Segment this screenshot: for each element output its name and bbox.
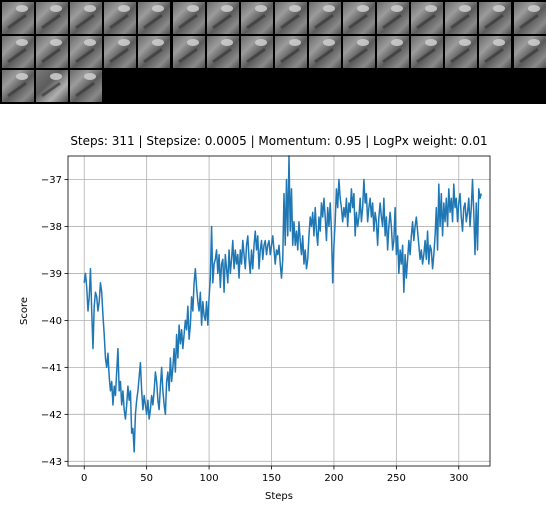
sample-thumbnail	[70, 70, 103, 102]
sample-thumbnail	[36, 2, 69, 34]
y-tick-label: −39	[41, 269, 62, 280]
sample-thumbnail	[274, 36, 307, 68]
x-tick-label: 100	[200, 473, 219, 484]
y-tick-label: −41	[41, 363, 62, 374]
sample-thumbnail	[172, 36, 205, 68]
sample-thumbnail	[343, 36, 375, 68]
x-tick-label: 50	[140, 473, 153, 484]
sample-thumbnail	[206, 36, 239, 68]
sample-thumbnail	[513, 36, 546, 68]
sample-thumbnail	[445, 36, 478, 68]
sample-thumbnail	[377, 36, 410, 68]
series-line-group	[83, 155, 482, 453]
x-tick-label: 0	[81, 473, 87, 484]
x-axis: 0 50 100 150 200 250 300	[81, 466, 468, 484]
sample-thumbnail	[411, 36, 444, 68]
sample-thumbnail	[513, 2, 546, 34]
y-tick-label: −43	[41, 457, 62, 468]
x-tick-label: 150	[262, 473, 281, 484]
y-axis-label: Score	[19, 297, 30, 325]
sample-thumbnail	[240, 2, 273, 34]
y-tick-label: −40	[41, 316, 62, 327]
score-line-chart: Steps: 311 | Stepsize: 0.0005 | Momentum…	[19, 134, 491, 502]
sample-thumbnail	[104, 36, 137, 68]
sample-thumbnail	[308, 2, 341, 34]
sample-thumbnail	[240, 36, 273, 68]
x-tick-label: 250	[387, 473, 406, 484]
sample-thumbnail	[70, 36, 103, 68]
sample-thumbnail	[36, 70, 69, 102]
sample-thumbnail	[138, 2, 171, 34]
sample-thumbnail	[36, 36, 69, 68]
sample-thumbnail	[104, 2, 137, 34]
sample-thumbnail	[479, 36, 512, 68]
y-tick-label: −38	[41, 222, 62, 233]
y-tick-label: −42	[41, 410, 62, 421]
sample-thumbnail	[308, 36, 341, 68]
chart-title: Steps: 311 | Stepsize: 0.0005 | Momentum…	[70, 134, 487, 148]
x-axis-label: Steps	[265, 491, 293, 502]
sample-thumbnail	[2, 70, 34, 102]
plot-frame	[67, 155, 491, 467]
sample-thumbnail	[172, 2, 205, 34]
sample-thumbnail	[377, 2, 410, 34]
sample-thumbnail	[445, 2, 478, 34]
sample-thumbnail	[343, 2, 375, 34]
sample-thumbnail	[138, 36, 171, 68]
sample-thumbnail	[206, 2, 239, 34]
y-tick-label: −37	[41, 175, 62, 186]
sample-thumbnail	[274, 2, 307, 34]
sample-thumbnail	[2, 36, 34, 68]
y-axis: −43 −42 −41 −40 −39 −38 −37	[41, 175, 68, 468]
chart-grid	[68, 156, 490, 466]
x-tick-label: 200	[324, 473, 343, 484]
sample-thumbnail	[479, 2, 512, 34]
sample-thumbnail-strip	[0, 0, 546, 104]
sample-thumbnail	[70, 2, 103, 34]
x-tick-label: 300	[449, 473, 468, 484]
sample-thumbnail	[2, 2, 34, 34]
score-series-line	[83, 155, 482, 453]
sample-thumbnail	[411, 2, 444, 34]
